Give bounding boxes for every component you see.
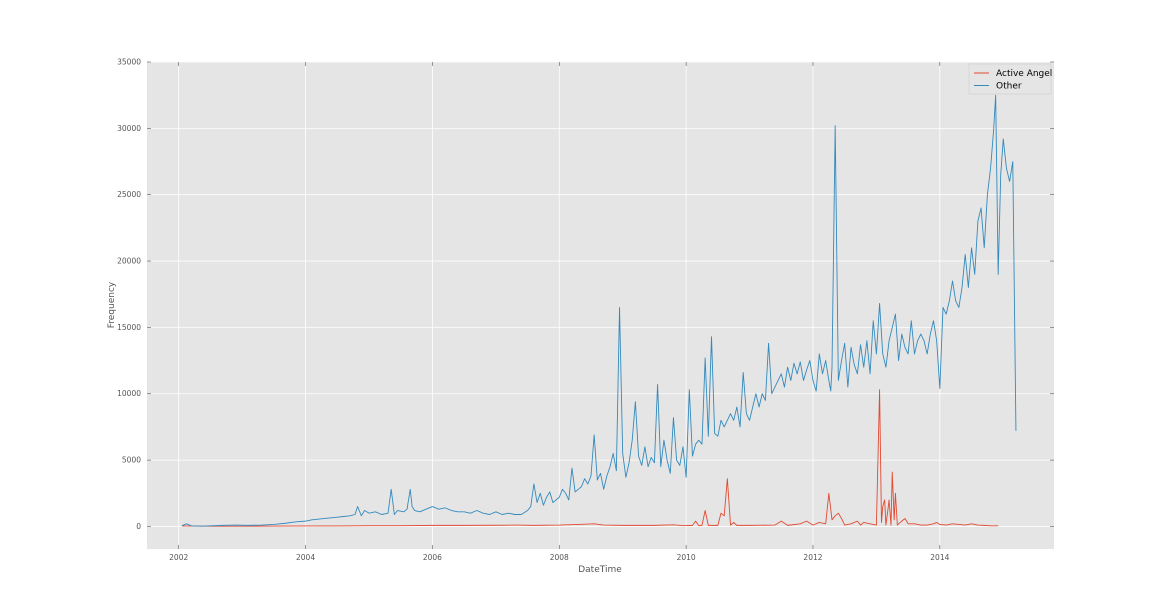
y-tick-label: 15000 bbox=[117, 323, 141, 332]
axes: 2002 2004 2006 2008 2010 2012 2014 0 5000 10000 15… bbox=[117, 58, 1054, 562]
x-tick-label: 2006 bbox=[423, 553, 442, 562]
x-tick-label: 2010 bbox=[677, 553, 696, 562]
legend-label: Other bbox=[996, 82, 1022, 92]
y-tick-label: 10000 bbox=[117, 389, 141, 398]
legend: Active Angel Other bbox=[968, 63, 1052, 95]
y-tick-label: 30000 bbox=[117, 124, 141, 133]
y-tick-label: 25000 bbox=[117, 190, 141, 199]
x-tick-label: 2002 bbox=[169, 553, 188, 562]
legend-box bbox=[968, 63, 1052, 95]
y-axis-title: Frequency bbox=[107, 281, 117, 328]
series-line-other bbox=[181, 94, 1017, 527]
legend-label: Active Angel bbox=[996, 69, 1052, 79]
y-tick-label: 5000 bbox=[122, 456, 141, 465]
x-tick-label: 2012 bbox=[803, 553, 822, 562]
x-tick-label: 2008 bbox=[550, 553, 569, 562]
x-axis-title: DateTime bbox=[578, 565, 622, 575]
grid bbox=[147, 61, 1054, 549]
y-tick-label: 20000 bbox=[117, 257, 141, 266]
x-tick-label: 2014 bbox=[930, 553, 949, 562]
x-tick-label: 2004 bbox=[296, 553, 315, 562]
plot-area bbox=[147, 62, 1054, 549]
y-tick-label: 35000 bbox=[117, 58, 141, 67]
series-lines bbox=[181, 94, 1017, 527]
series-line-active-angel bbox=[181, 389, 999, 527]
y-tick-label: 0 bbox=[136, 522, 141, 531]
